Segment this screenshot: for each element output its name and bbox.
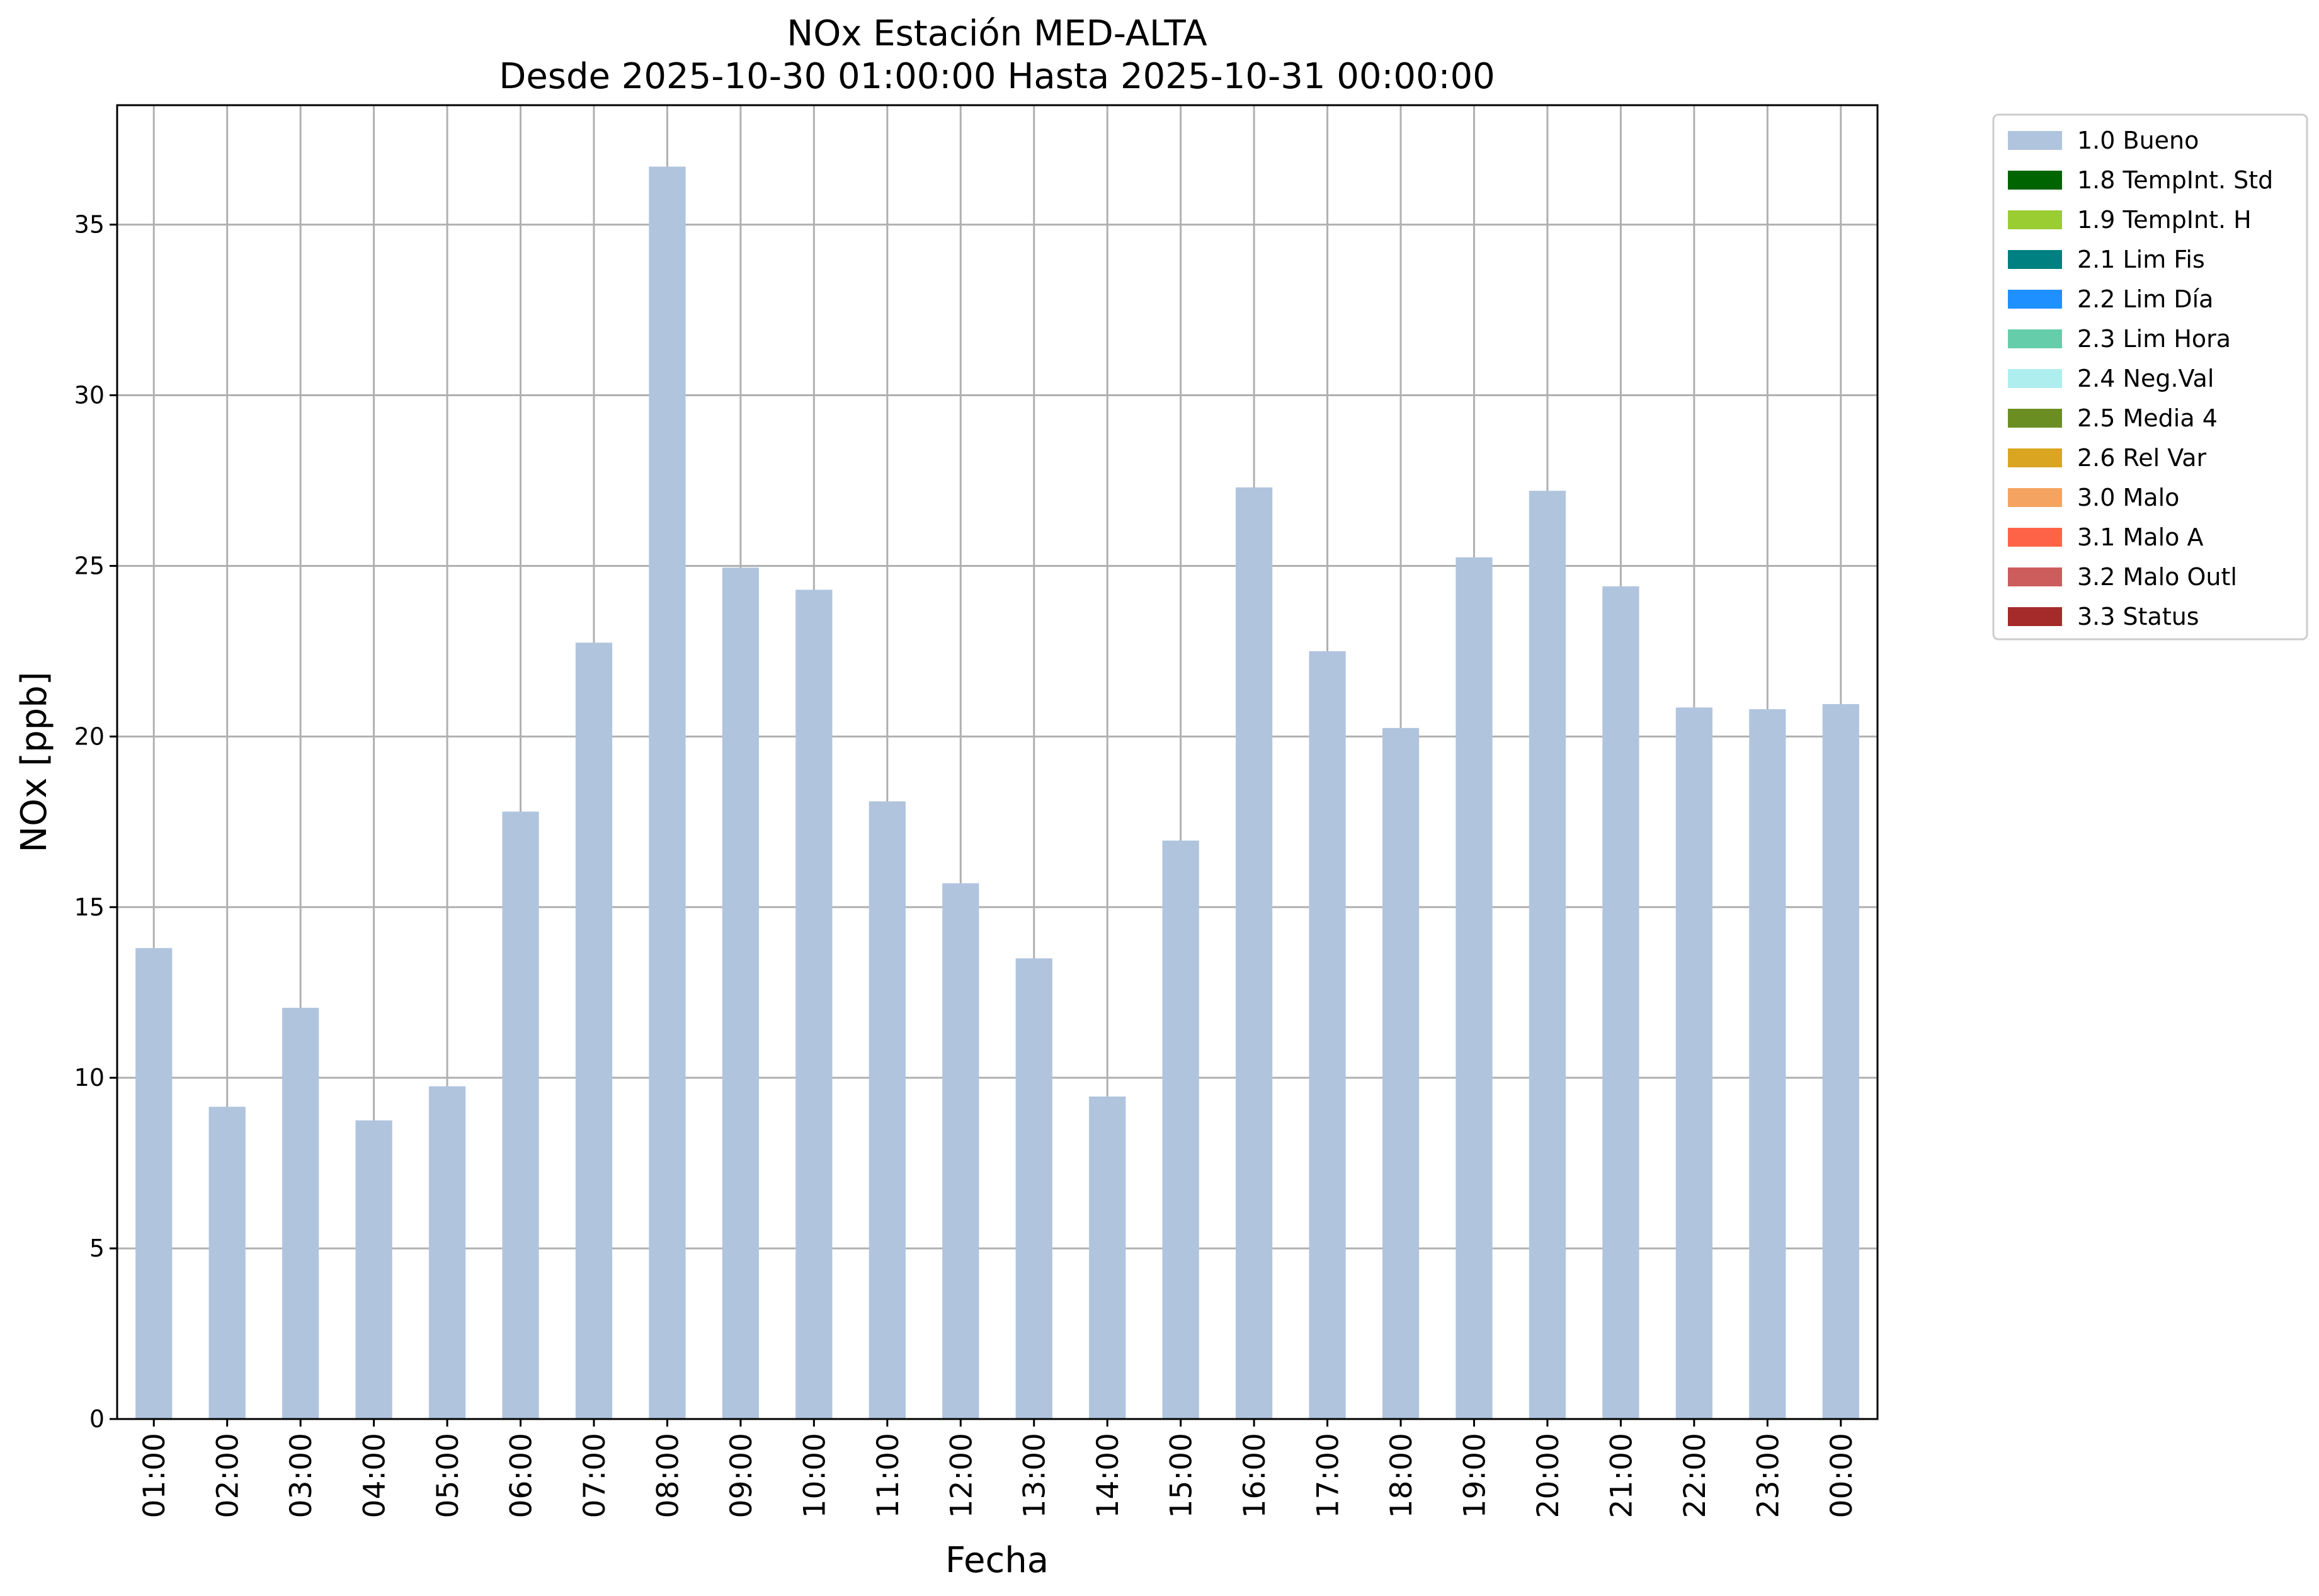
- x-tick-label: 21:00: [1604, 1433, 1639, 1518]
- legend: 1.0 Bueno 1.8 TempInt. Std 1.9 TempInt. H 2…: [1992, 113, 2308, 641]
- x-tick-label: 12:00: [944, 1433, 979, 1518]
- legend-label: 1.9 TempInt. H: [2077, 206, 2252, 234]
- legend-label: 3.2 Malo Outl: [2077, 563, 2237, 591]
- legend-swatch: [2008, 250, 2062, 269]
- bar: [1015, 958, 1052, 1419]
- bar: [1235, 487, 1273, 1419]
- y-tick-label: 30: [74, 382, 105, 409]
- x-axis-label: Fecha: [945, 1540, 1049, 1581]
- legend-label: 1.0 Bueno: [2077, 127, 2199, 154]
- y-tick-label: 20: [74, 722, 105, 750]
- x-tick-label: 17:00: [1311, 1433, 1346, 1518]
- x-tick-label: 16:00: [1238, 1433, 1272, 1518]
- legend-swatch: [2008, 607, 2062, 626]
- bar: [135, 948, 173, 1419]
- x-tick-label: 06:00: [504, 1433, 539, 1518]
- x-tick-label: 00:00: [1825, 1433, 1859, 1518]
- bars: [135, 166, 1859, 1420]
- x-tick-label: 04:00: [358, 1433, 392, 1518]
- bar: [1456, 557, 1493, 1419]
- bar: [355, 1120, 392, 1419]
- bar: [1089, 1096, 1126, 1419]
- bar: [575, 642, 613, 1419]
- x-tick-label: 05:00: [431, 1433, 465, 1518]
- legend-swatch: [2008, 290, 2062, 309]
- legend-frame: [1992, 113, 2308, 641]
- legend-swatch: [2008, 567, 2062, 586]
- legend-label: 2.4 Neg.Val: [2077, 365, 2214, 392]
- x-tick-label: 10:00: [797, 1433, 832, 1518]
- bar: [942, 883, 979, 1419]
- legend-label: 2.1 Lim Fis: [2077, 246, 2205, 273]
- legend-label: 3.3 Status: [2077, 603, 2199, 630]
- bar: [1529, 491, 1566, 1419]
- chart-subtitle: Desde 2025-10-30 01:00:00 Hasta 2025-10-…: [499, 56, 1495, 97]
- bar: [282, 1008, 319, 1419]
- legend-label: 2.3 Lim Hora: [2077, 325, 2231, 353]
- legend-swatch: [2008, 409, 2062, 428]
- x-tick-label: 09:00: [724, 1433, 759, 1518]
- bar: [1309, 651, 1346, 1419]
- legend-swatch: [2008, 528, 2062, 547]
- x-tick-label: 03:00: [284, 1433, 319, 1518]
- legend-swatch: [2008, 210, 2062, 229]
- x-tick-label: 19:00: [1457, 1433, 1492, 1518]
- legend-swatch: [2008, 488, 2062, 507]
- bar: [1822, 704, 1859, 1419]
- x-tick-label: 23:00: [1751, 1433, 1786, 1518]
- bar: [795, 590, 833, 1419]
- y-tick-label: 0: [89, 1405, 105, 1433]
- x-tick-label: 14:00: [1091, 1433, 1125, 1518]
- bar: [1382, 727, 1420, 1419]
- legend-label: 3.0 Malo: [2077, 484, 2179, 511]
- legend-label: 1.8 TempInt. Std: [2077, 166, 2273, 194]
- x-tick-label: 07:00: [578, 1433, 612, 1518]
- x-tick-label: 18:00: [1384, 1433, 1419, 1518]
- y-axis-ticks: 0 5 10 15 20 25 30 35: [74, 211, 117, 1433]
- y-tick-label: 25: [74, 552, 105, 579]
- x-tick-label: 13:00: [1018, 1433, 1052, 1518]
- legend-swatch: [2008, 369, 2062, 388]
- x-tick-label: 20:00: [1531, 1433, 1566, 1518]
- x-axis-ticks: 01:00 02:00 03:00 04:00 05:00 06:00 07:00 08:00…: [137, 1419, 1859, 1518]
- y-tick-label: 15: [74, 893, 105, 921]
- bar: [1675, 707, 1712, 1419]
- bar: [1602, 586, 1639, 1419]
- plot-area-frame: [116, 104, 1879, 1420]
- bar: [649, 166, 686, 1419]
- legend-swatch: [2008, 131, 2062, 150]
- legend-label: 2.6 Rel Var: [2077, 444, 2207, 472]
- x-tick-label: 08:00: [651, 1433, 685, 1518]
- x-tick-label: 15:00: [1165, 1433, 1199, 1518]
- y-tick-label: 5: [89, 1234, 105, 1262]
- y-tick-label: 10: [74, 1064, 105, 1092]
- x-tick-label: 11:00: [871, 1433, 906, 1518]
- bar: [869, 801, 906, 1419]
- bar: [208, 1107, 246, 1419]
- legend-swatch: [2008, 329, 2062, 348]
- x-tick-label: 01:00: [137, 1433, 172, 1518]
- bar: [722, 567, 760, 1420]
- legend-items: 1.0 Bueno 1.8 TempInt. Std 1.9 TempInt. H 2…: [2008, 127, 2273, 630]
- legend-swatch: [2008, 171, 2062, 190]
- legend-label: 2.2 Lim Día: [2077, 285, 2213, 313]
- x-tick-label: 02:00: [211, 1433, 246, 1518]
- legend-label: 2.5 Media 4: [2077, 404, 2218, 432]
- x-tick-label: 22:00: [1678, 1433, 1712, 1518]
- y-axis-label: NOx [ppb]: [14, 671, 55, 852]
- legend-label: 3.1 Malo A: [2077, 523, 2203, 551]
- legend-swatch: [2008, 448, 2062, 467]
- bar: [1162, 840, 1199, 1419]
- y-tick-label: 35: [74, 211, 105, 239]
- bar: [1749, 709, 1786, 1419]
- chart-title: NOx Estación MED-ALTA: [787, 13, 1207, 54]
- bar: [428, 1086, 466, 1419]
- bar: [502, 811, 539, 1419]
